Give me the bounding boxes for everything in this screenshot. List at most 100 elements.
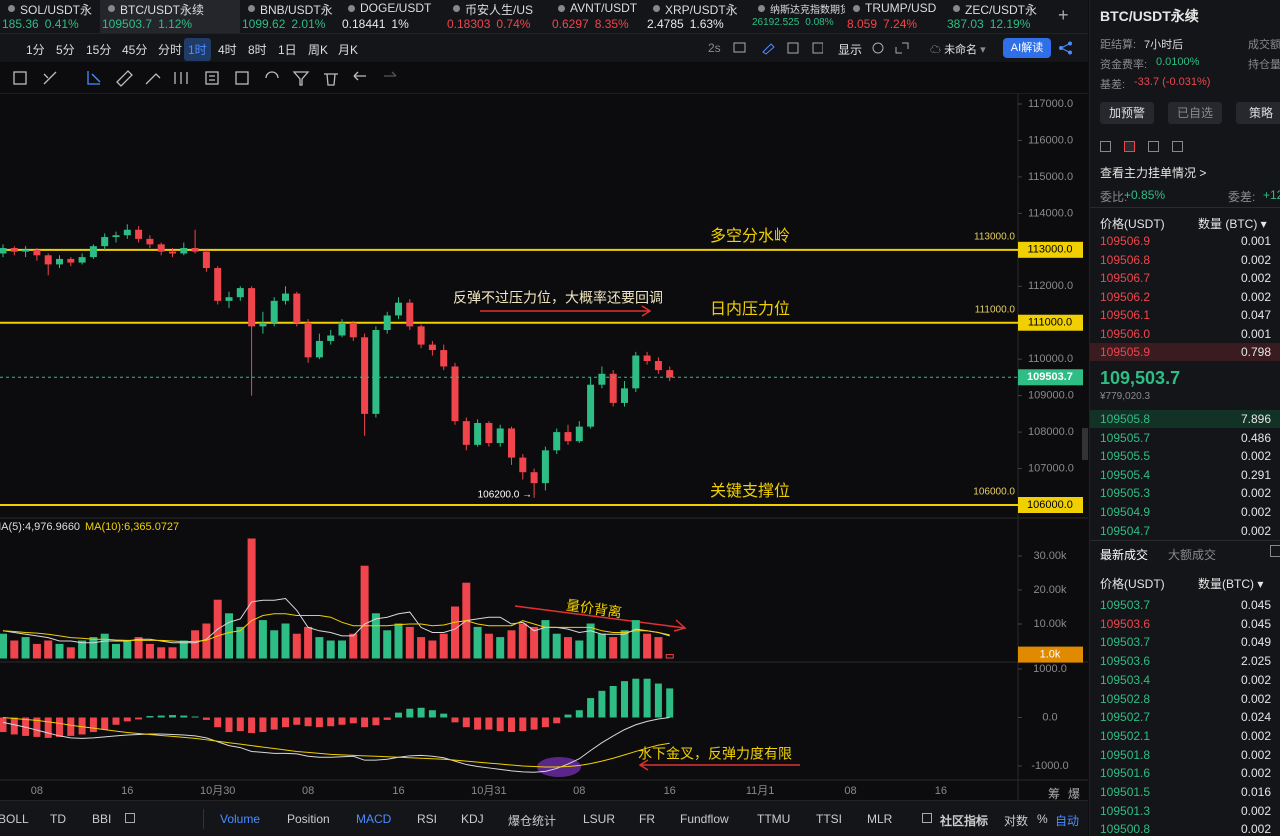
book-view-icon[interactable] — [1148, 141, 1159, 152]
tool-icons[interactable] — [733, 41, 823, 55]
indicator-tab[interactable]: BBI — [92, 812, 112, 826]
trade-price: 109501.3 — [1100, 803, 1151, 818]
volume-bar — [349, 633, 358, 659]
candle-body — [406, 302, 414, 327]
trade-qty: 0.002 — [1240, 672, 1271, 687]
ticker[interactable]: XRP/USDT永 2.4785 1.63% — [645, 0, 750, 33]
share-icon[interactable] — [1058, 41, 1074, 55]
chart-option[interactable]: 自动 — [1055, 814, 1080, 828]
indicator-tab[interactable]: RSI — [417, 812, 438, 826]
indicator-tab[interactable]: KDJ — [461, 812, 484, 826]
timeframe[interactable]: 45分 — [122, 43, 148, 57]
volume-bar — [225, 613, 233, 659]
trade-qty: 0.016 — [1240, 785, 1271, 799]
level-tag — [1018, 497, 1083, 513]
divider — [203, 809, 204, 829]
chart-option[interactable]: 社区指标 — [940, 814, 989, 828]
ticker[interactable]: AVNT/USDT 0.6297 8.35% — [550, 0, 645, 33]
indicator-tab[interactable]: MLR — [867, 812, 893, 826]
indicator-tab[interactable]: FR — [639, 812, 655, 826]
ai-button[interactable]: AI解读 — [1003, 38, 1051, 58]
ticker[interactable]: BNB/USDT永 1099.62 2.01% — [240, 0, 340, 33]
book-view-icon[interactable] — [1172, 141, 1183, 152]
timeframe[interactable]: 8时 — [248, 43, 267, 57]
ticker[interactable]: TRUMP/USD 8.059 7.24% — [845, 0, 945, 33]
trade-tab[interactable]: 大额成交 — [1168, 548, 1217, 562]
candle-body — [33, 249, 41, 256]
candle-body — [508, 428, 515, 458]
timeframe[interactable]: 周K — [308, 43, 329, 57]
book-view-icon[interactable] — [1124, 141, 1135, 152]
candle-body — [282, 293, 289, 301]
panel-button[interactable]: 已自选 — [1168, 102, 1222, 124]
volume-bar — [281, 623, 290, 659]
indicator-tab[interactable]: Fundflow — [680, 812, 729, 826]
macd-bar — [485, 717, 493, 730]
indicator-tab[interactable]: TTSI — [816, 812, 842, 826]
timeframe[interactable]: 1日 — [278, 43, 297, 57]
drawing-tools[interactable] — [0, 62, 420, 94]
candle-body — [666, 370, 674, 378]
timeframe[interactable]: 1分 — [26, 43, 45, 57]
candle-body — [157, 244, 165, 252]
row-highlight — [1090, 410, 1280, 428]
chart-option[interactable]: % — [1037, 812, 1048, 826]
book-price: 109506.9 — [1100, 234, 1151, 248]
panel-button[interactable]: 加预警 — [1100, 102, 1154, 124]
candle-body — [67, 258, 75, 263]
indicator-tab[interactable]: TTMU — [757, 812, 791, 826]
timeframe[interactable]: 5分 — [56, 43, 75, 57]
indicator-tab[interactable]: BOLL — [0, 812, 29, 826]
book-price: 109505.3 — [1100, 486, 1151, 501]
timeframe[interactable]: 1时 — [184, 38, 211, 61]
market-panel: BTC/USDT永续 距结算: 7小时后 成交额 资金费率: 0.0100% 持仓量 基差: -… — [1089, 0, 1280, 836]
ticker[interactable]: SOL/USDT永 185.36 0.41% — [0, 0, 100, 33]
indicator-tab[interactable]: Position — [287, 812, 330, 826]
indicator-bar: BOLL TD BBI Volume Position MACD RSI KDJ 爆仓统计 LSU… — [0, 800, 1088, 836]
info-value: -33.7 (-0.031%) — [1134, 76, 1211, 88]
trade-price: 109503.6 — [1100, 654, 1151, 669]
indicator-tab[interactable]: TD — [50, 812, 66, 826]
x-tick-label: 16 — [392, 785, 404, 797]
timeframe[interactable]: 月K — [338, 43, 359, 57]
candle-body — [327, 335, 335, 341]
trade-tab[interactable]: 最新成交 — [1100, 548, 1149, 562]
chart-option[interactable]: 对数 — [1004, 814, 1029, 828]
candle-body — [643, 355, 651, 362]
trade-price: 109501.8 — [1100, 747, 1151, 762]
ticker[interactable]: DOGE/USDT 0.18441 1% — [340, 0, 445, 33]
display-menu[interactable]: 显示 — [838, 43, 863, 57]
ticker[interactable]: BTC/USDT永续 109503.7 1.12% — [100, 0, 240, 33]
corner-tool[interactable]: 筹 — [1048, 787, 1061, 801]
macd-bar — [191, 716, 199, 718]
macd-bar — [44, 717, 52, 738]
timeframe[interactable]: 15分 — [86, 43, 112, 57]
add-tab[interactable]: + — [1058, 5, 1069, 25]
indicator-tab[interactable]: 爆仓统计 — [508, 814, 557, 828]
corner-tool[interactable]: 爆 — [1068, 787, 1081, 801]
level-tag-label: 113000.0 — [1027, 244, 1072, 256]
timeframe[interactable]: 4时 — [218, 43, 237, 57]
level-tag-label: 106000.0 — [1027, 499, 1073, 511]
macd-bar — [428, 710, 436, 718]
depth-link[interactable]: 查看主力挂单情况 > — [1100, 166, 1207, 180]
layout-name[interactable]: ☁ 未命名 ▾ — [930, 44, 986, 56]
ticker[interactable]: ZEC/USDT永 387.03 12.19% — [945, 0, 1050, 33]
indicator-tab[interactable]: MACD — [356, 812, 392, 826]
panel-button[interactable]: 策略 — [1236, 102, 1280, 124]
book-view-icon[interactable] — [1100, 141, 1111, 152]
ticker[interactable]: 纳斯达克指数期货 26192.525 0.08% — [750, 0, 845, 33]
indicator-tab[interactable]: LSUR — [583, 812, 616, 826]
info-value: 7小时后 — [1144, 39, 1184, 51]
ticker[interactable]: 币安人生/US 0.18303 0.74% — [445, 0, 550, 33]
tool-icons[interactable] — [872, 41, 912, 55]
refresh-interval[interactable]: 2s — [708, 41, 721, 55]
indicator-tab[interactable]: Volume — [220, 812, 261, 826]
timeframe[interactable]: 分时 — [158, 43, 183, 57]
macd-bar — [169, 715, 176, 718]
volume-bar — [620, 630, 629, 659]
scroll-handle[interactable] — [1082, 428, 1088, 460]
ticker-dot — [953, 5, 960, 12]
candle-body — [135, 229, 143, 239]
volume-bar — [179, 640, 188, 659]
